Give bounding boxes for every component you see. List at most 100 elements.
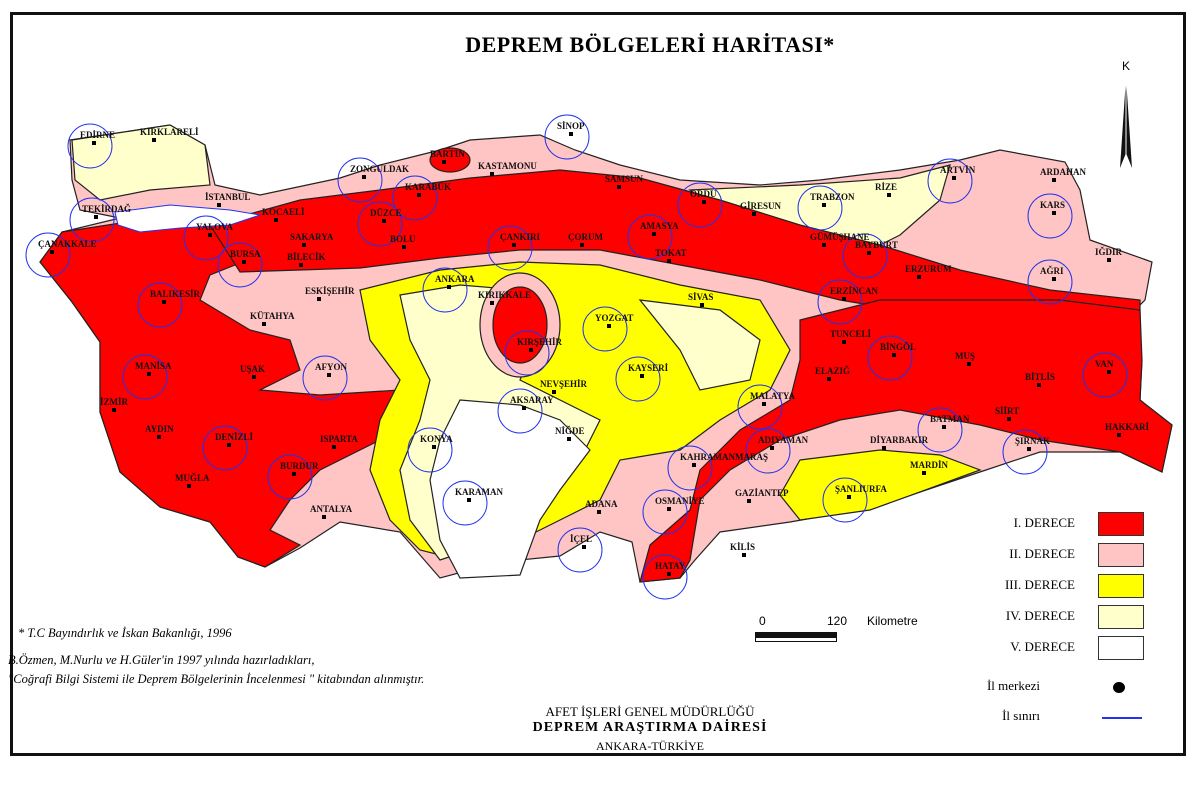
city-center-marker — [822, 203, 826, 207]
city-center-marker — [402, 245, 406, 249]
city-label: HAKKARİ — [1105, 422, 1150, 432]
legend-label-zone-v: V. DERECE — [1010, 639, 1075, 654]
city-5: KOCAELİ — [262, 207, 305, 222]
city-center-marker — [842, 340, 846, 344]
city-label: İÇEL — [570, 534, 592, 544]
note-line-1: B.Özmen, M.Nurlu ve H.Güler'in 1997 yılı… — [8, 653, 315, 667]
city-center-marker — [112, 408, 116, 412]
city-center-marker — [882, 446, 886, 450]
city-label: EDİRNE — [80, 130, 115, 140]
city-center-marker — [490, 301, 494, 305]
city-label: YOZGAT — [595, 313, 633, 323]
legend-swatch-zone-iv — [1098, 605, 1144, 629]
city-center-marker — [529, 348, 533, 352]
city-center-marker — [1052, 178, 1056, 182]
city-center-marker — [652, 232, 656, 236]
legend-swatch-zone-ii — [1098, 543, 1144, 567]
city-label: UŞAK — [240, 364, 265, 374]
city-center-marker — [892, 353, 896, 357]
city-label: KIRKLARELİ — [140, 127, 199, 137]
city-label: BOLU — [390, 234, 416, 244]
city-label: MANİSA — [135, 361, 172, 371]
city-label: KAHRAMANMARAŞ — [680, 452, 768, 462]
province-boundary — [822, 477, 868, 523]
city-center-marker — [467, 498, 471, 502]
city-label: GİRESUN — [740, 201, 782, 211]
province-boundary — [422, 267, 468, 313]
legend-swatch-zone-i — [1098, 512, 1144, 536]
city-center-marker — [302, 243, 306, 247]
city-center-marker — [842, 297, 846, 301]
city-64: BATMAN — [930, 414, 970, 429]
city-71: MARDİN — [910, 460, 948, 475]
province-boundary — [627, 214, 673, 260]
city-label: ERZURUM — [905, 264, 952, 274]
city-label: ZONGULDAK — [350, 164, 409, 174]
city-center-marker — [332, 445, 336, 449]
city-53: ELAZIĞ — [815, 366, 850, 381]
city-center-marker — [640, 374, 644, 378]
city-center-marker — [922, 471, 926, 475]
city-center-marker — [322, 515, 326, 519]
city-center-marker — [847, 495, 851, 499]
legend-border-label: İl sınırı — [1002, 708, 1040, 723]
city-center-marker — [227, 443, 231, 447]
city-center-marker — [597, 510, 601, 514]
province-boundary — [497, 388, 543, 434]
city-label: TUNCELİ — [830, 329, 872, 339]
scale-start: 0 — [759, 614, 766, 628]
city-label: DENİZLİ — [215, 432, 254, 442]
city-center-marker — [490, 172, 494, 176]
city-label: BİLECİK — [287, 252, 326, 262]
city-2: TEKİRDAĞ — [82, 204, 131, 219]
city-center-marker — [887, 193, 891, 197]
province-boundary — [357, 201, 403, 247]
city-6: ÇANAKKALE — [38, 239, 97, 254]
city-12: ZONGULDAK — [350, 164, 409, 179]
city-35: ESKİŞEHİR — [305, 286, 355, 301]
city-center-marker — [567, 437, 571, 441]
city-center-marker — [617, 185, 621, 189]
city-7: SAKARYA — [290, 232, 334, 247]
province-boundary — [797, 185, 843, 231]
city-label: KIRŞEHİR — [517, 337, 563, 347]
city-center-marker — [917, 275, 921, 279]
city-label: GAZİANTEP — [735, 488, 789, 498]
north-arrow: K — [1120, 59, 1132, 168]
city-center-marker — [952, 176, 956, 180]
city-label: AMASYA — [640, 221, 679, 231]
agency-name: AFET İŞLERİ GENEL MÜDÜRLÜĞÜ — [545, 704, 755, 719]
city-36: ANKARA — [435, 274, 475, 289]
note-line-2: "Coğrafi Bilgi Sistemi ile Deprem Bölgel… — [8, 672, 425, 686]
city-label: ISPARTA — [320, 434, 358, 444]
city-center-marker — [317, 297, 321, 301]
city-center-marker — [152, 138, 156, 142]
city-72: ŞANLIURFA — [835, 484, 887, 499]
city-label: BİNGÖL — [880, 342, 916, 352]
city-center-marker — [92, 141, 96, 145]
legend-swatch-zone-v — [1098, 636, 1144, 660]
city-label: KARS — [1040, 200, 1065, 210]
city-label: ADIYAMAN — [758, 435, 809, 445]
scale-unit: Kilometre — [867, 614, 918, 628]
zone-iv-east-central — [638, 299, 761, 391]
city-4: YALOVA — [196, 222, 234, 237]
province-boundary — [392, 175, 438, 221]
city-16: SİNOP — [557, 121, 585, 136]
city-center-marker — [1007, 417, 1011, 421]
city-center-dot-icon — [1113, 682, 1125, 693]
map-title: DEPREM BÖLGELERİ HARİTASI* — [465, 32, 835, 57]
city-78: İÇEL — [570, 534, 592, 549]
province-boundary — [67, 123, 113, 169]
province-boundary — [25, 232, 71, 278]
city-label: BATMAN — [930, 414, 970, 424]
source-note: * T.C Bayındırlık ve İskan Bakanlığı, 19… — [18, 626, 232, 640]
city-label: KONYA — [420, 434, 453, 444]
city-32: AĞRI — [1040, 266, 1064, 281]
city-label: ARDAHAN — [1040, 167, 1086, 177]
city-center-marker — [157, 435, 161, 439]
city-label: ŞIRNAK — [1015, 436, 1050, 446]
province-boundary — [217, 242, 263, 288]
city-label: ŞANLIURFA — [835, 484, 887, 494]
